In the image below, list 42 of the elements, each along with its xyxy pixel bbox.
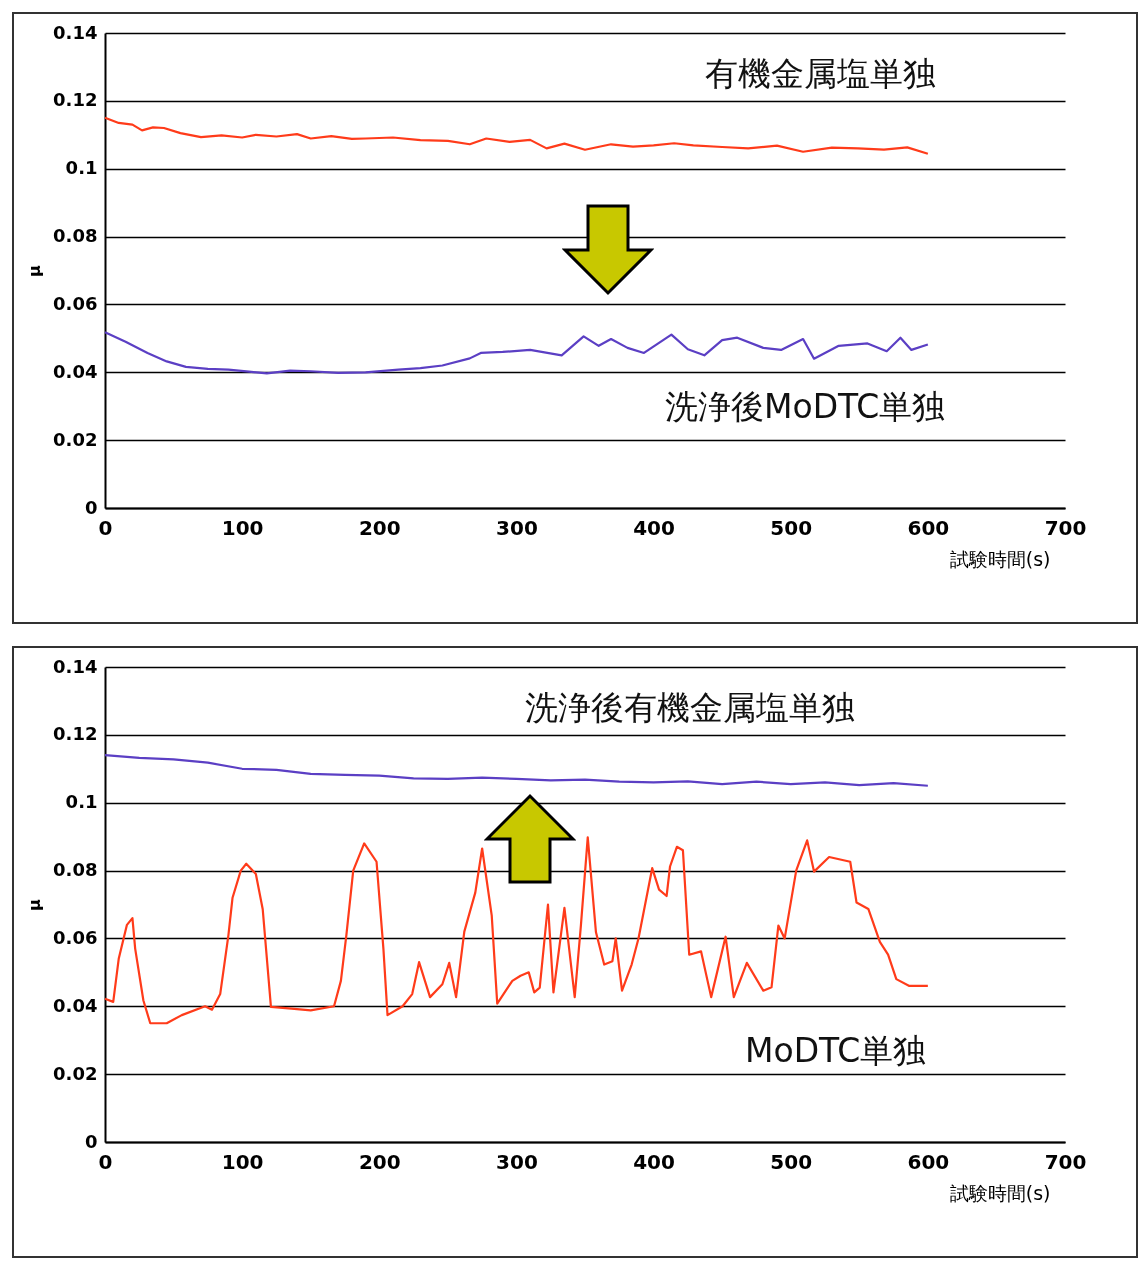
x-tick-label: 300	[496, 1149, 538, 1174]
y-tick-label: 0	[84, 1130, 98, 1152]
y-tick-label: 0.14	[53, 655, 98, 677]
x-tick-label: 400	[633, 515, 675, 540]
line-series	[103, 116, 929, 155]
y-tick-label: 0.1	[65, 157, 98, 179]
series-label: 洗浄後MoDTC単独	[665, 387, 946, 426]
series-label: 有機金属塩単独	[705, 54, 936, 93]
y-tick-label: 0.06	[53, 926, 98, 948]
y-axis-title: μ	[25, 264, 45, 277]
x-tick-label: 100	[221, 515, 264, 540]
x-tick-label: 200	[358, 1149, 401, 1174]
y-tick-label: 0.02	[53, 428, 98, 450]
x-tick-label: 200	[358, 515, 401, 540]
x-tick-label: 400	[633, 1149, 675, 1174]
y-tick-label: 0.1	[65, 791, 98, 813]
x-tick-label: 600	[907, 1149, 950, 1174]
x-tick-label: 500	[770, 515, 813, 540]
y-tick-label: 0.02	[53, 1062, 98, 1084]
y-tick-label: 0.14	[53, 21, 98, 43]
y-tick-label: 0.12	[53, 89, 98, 111]
line-series	[103, 836, 929, 1025]
x-tick-label: 300	[496, 515, 538, 540]
y-tick-label: 0.06	[53, 292, 98, 314]
y-tick-label: 0.12	[53, 723, 98, 745]
x-tick-label: 500	[770, 1149, 813, 1174]
x-tick-label: 600	[907, 515, 950, 540]
y-axis-title: μ	[25, 898, 45, 911]
series-label: 洗浄後有機金属塩単独	[525, 688, 855, 727]
y-tick-label: 0.04	[53, 360, 98, 382]
series-label: MoDTC単独	[745, 1031, 927, 1070]
y-tick-label: 0.04	[53, 994, 98, 1016]
x-tick-label: 700	[1044, 515, 1087, 540]
line-series	[103, 754, 929, 787]
x-axis-title: 試験時間(s)	[949, 1181, 1051, 1204]
y-tick-label: 0.08	[53, 859, 98, 881]
y-tick-label: 0.08	[53, 225, 98, 247]
x-axis-title: 試験時間(s)	[949, 547, 1051, 570]
line-series	[103, 331, 929, 375]
y-tick-label: 0	[84, 496, 98, 518]
x-tick-label: 700	[1044, 1149, 1087, 1174]
x-tick-label: 100	[221, 1149, 264, 1174]
